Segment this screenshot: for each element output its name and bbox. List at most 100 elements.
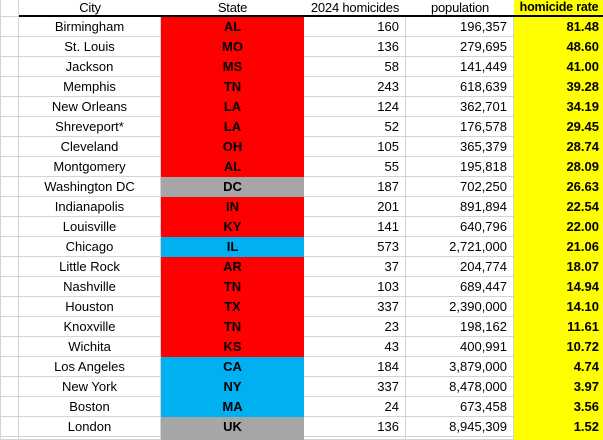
- population-cell[interactable]: 673,458: [406, 397, 514, 417]
- population-cell[interactable]: 176,578: [406, 117, 514, 137]
- state-cell[interactable]: UK: [161, 417, 304, 437]
- homicide-rate-cell[interactable]: 3.56: [514, 397, 603, 417]
- homicides-cell[interactable]: 37: [304, 257, 406, 277]
- city-cell[interactable]: Montgomery: [19, 157, 161, 177]
- state-cell[interactable]: TN: [161, 77, 304, 97]
- homicide-rate-cell[interactable]: 14.10: [514, 297, 603, 317]
- homicide-rate-cell[interactable]: 14.94: [514, 277, 603, 297]
- column-header-homicide-rate[interactable]: homicide rate: [514, 0, 603, 17]
- homicides-cell[interactable]: 187: [304, 177, 406, 197]
- population-cell[interactable]: 204,774: [406, 257, 514, 277]
- population-cell[interactable]: 196,357: [406, 17, 514, 37]
- homicides-cell[interactable]: 52: [304, 117, 406, 137]
- city-cell[interactable]: Cleveland: [19, 137, 161, 157]
- column-header-city[interactable]: City: [19, 0, 161, 17]
- state-cell[interactable]: LA: [161, 117, 304, 137]
- population-cell[interactable]: 141,449: [406, 57, 514, 77]
- state-cell[interactable]: KS: [161, 337, 304, 357]
- state-cell[interactable]: AL: [161, 157, 304, 177]
- homicide-rate-cell[interactable]: 28.74: [514, 137, 603, 157]
- state-cell[interactable]: MA: [161, 397, 304, 417]
- homicide-rate-cell[interactable]: 18.07: [514, 257, 603, 277]
- population-cell[interactable]: 689,447: [406, 277, 514, 297]
- population-cell[interactable]: 198,162: [406, 317, 514, 337]
- homicides-cell[interactable]: 24: [304, 397, 406, 417]
- state-cell[interactable]: NY: [161, 377, 304, 397]
- homicide-rate-cell[interactable]: 11.61: [514, 317, 603, 337]
- state-cell[interactable]: AR: [161, 257, 304, 277]
- homicides-cell[interactable]: 105: [304, 137, 406, 157]
- homicides-cell[interactable]: 136: [304, 417, 406, 437]
- state-cell[interactable]: IN: [161, 197, 304, 217]
- city-cell[interactable]: New York: [19, 377, 161, 397]
- state-cell[interactable]: TN: [161, 277, 304, 297]
- homicide-rate-cell[interactable]: 28.09: [514, 157, 603, 177]
- homicide-rate-cell[interactable]: 22.54: [514, 197, 603, 217]
- state-cell[interactable]: OH: [161, 137, 304, 157]
- column-header-population[interactable]: population: [406, 0, 514, 17]
- homicides-cell[interactable]: 573: [304, 237, 406, 257]
- homicide-rate-cell[interactable]: 26.63: [514, 177, 603, 197]
- population-cell[interactable]: 640,796: [406, 217, 514, 237]
- city-cell[interactable]: Louisville: [19, 217, 161, 237]
- homicide-rate-cell[interactable]: 81.48: [514, 17, 603, 37]
- population-cell[interactable]: 8,945,309: [406, 417, 514, 437]
- state-cell[interactable]: TX: [161, 297, 304, 317]
- population-cell[interactable]: 3,879,000: [406, 357, 514, 377]
- homicide-rate-cell[interactable]: 22.00: [514, 217, 603, 237]
- population-cell[interactable]: 279,695: [406, 37, 514, 57]
- homicide-rate-cell[interactable]: 39.28: [514, 77, 603, 97]
- population-cell[interactable]: 195,818: [406, 157, 514, 177]
- population-cell[interactable]: 400,991: [406, 337, 514, 357]
- city-cell[interactable]: Memphis: [19, 77, 161, 97]
- state-cell[interactable]: LA: [161, 97, 304, 117]
- homicides-cell[interactable]: 337: [304, 297, 406, 317]
- city-cell[interactable]: Birmingham: [19, 17, 161, 37]
- city-cell[interactable]: Jackson: [19, 57, 161, 77]
- city-cell[interactable]: Houston: [19, 297, 161, 317]
- homicides-cell[interactable]: 141: [304, 217, 406, 237]
- homicide-rate-cell[interactable]: 3.97: [514, 377, 603, 397]
- homicides-cell[interactable]: 160: [304, 17, 406, 37]
- homicides-cell[interactable]: 243: [304, 77, 406, 97]
- homicides-cell[interactable]: 124: [304, 97, 406, 117]
- city-cell[interactable]: Los Angeles: [19, 357, 161, 377]
- population-cell[interactable]: 891,894: [406, 197, 514, 217]
- homicide-rate-cell[interactable]: 41.00: [514, 57, 603, 77]
- city-cell[interactable]: Boston: [19, 397, 161, 417]
- city-cell[interactable]: Knoxville: [19, 317, 161, 337]
- homicides-cell[interactable]: 23: [304, 317, 406, 337]
- city-cell[interactable]: Chicago: [19, 237, 161, 257]
- city-cell[interactable]: London: [19, 417, 161, 437]
- homicides-cell[interactable]: 43: [304, 337, 406, 357]
- homicide-rate-cell[interactable]: 29.45: [514, 117, 603, 137]
- homicides-cell[interactable]: 201: [304, 197, 406, 217]
- state-cell[interactable]: IL: [161, 237, 304, 257]
- city-cell[interactable]: Indianapolis: [19, 197, 161, 217]
- population-cell[interactable]: 362,701: [406, 97, 514, 117]
- homicide-rate-cell[interactable]: 4.74: [514, 357, 603, 377]
- city-cell[interactable]: St. Louis: [19, 37, 161, 57]
- state-cell[interactable]: TN: [161, 317, 304, 337]
- homicide-rate-cell[interactable]: 34.19: [514, 97, 603, 117]
- population-cell[interactable]: 365,379: [406, 137, 514, 157]
- population-cell[interactable]: 2,390,000: [406, 297, 514, 317]
- state-cell[interactable]: MS: [161, 57, 304, 77]
- city-cell[interactable]: Nashville: [19, 277, 161, 297]
- column-header-homicides[interactable]: 2024 homicides: [304, 0, 406, 17]
- homicide-rate-cell[interactable]: 48.60: [514, 37, 603, 57]
- state-cell[interactable]: AL: [161, 17, 304, 37]
- state-cell[interactable]: KY: [161, 217, 304, 237]
- homicides-cell[interactable]: 55: [304, 157, 406, 177]
- city-cell[interactable]: New Orleans: [19, 97, 161, 117]
- population-cell[interactable]: 702,250: [406, 177, 514, 197]
- population-cell[interactable]: 8,478,000: [406, 377, 514, 397]
- homicide-rate-cell[interactable]: 21.06: [514, 237, 603, 257]
- city-cell[interactable]: Shreveport*: [19, 117, 161, 137]
- homicides-cell[interactable]: 103: [304, 277, 406, 297]
- homicides-cell[interactable]: 136: [304, 37, 406, 57]
- homicides-cell[interactable]: 184: [304, 357, 406, 377]
- state-cell[interactable]: MO: [161, 37, 304, 57]
- homicide-rate-cell[interactable]: 10.72: [514, 337, 603, 357]
- state-cell[interactable]: DC: [161, 177, 304, 197]
